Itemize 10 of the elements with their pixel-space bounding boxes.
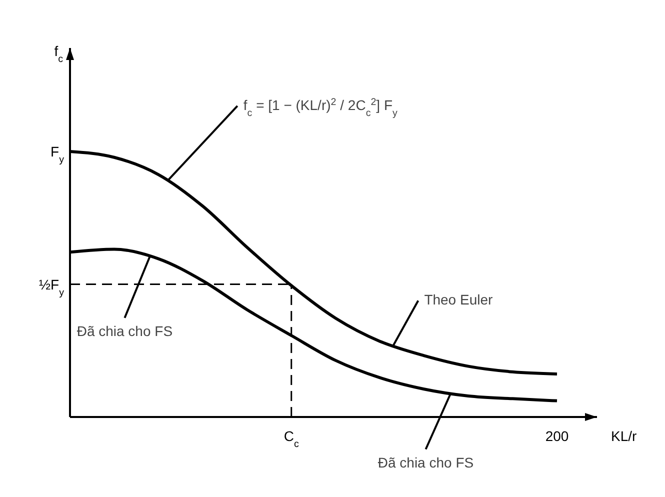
text: f$_{c}$ — [54, 43, 64, 64]
annotation: Đã chia cho FS — [76, 322, 173, 339]
annotation: Theo Euler — [424, 292, 494, 308]
text: Đã chia cho FS — [378, 454, 474, 470]
x-tick-label: 200 — [545, 428, 569, 444]
ref-line-label: ½F$_{y}$ — [38, 276, 64, 298]
x-axis-title: KL/r — [611, 428, 638, 444]
text: f$_{c}$ = [1 − (KL/r)$^{2}$ / 2C$_{c}$$^{2}$] F$_{y}$ — [243, 96, 398, 118]
text: F$_{y}$ — [50, 144, 64, 166]
x-tick-label: C$_{c}$ — [284, 428, 299, 450]
